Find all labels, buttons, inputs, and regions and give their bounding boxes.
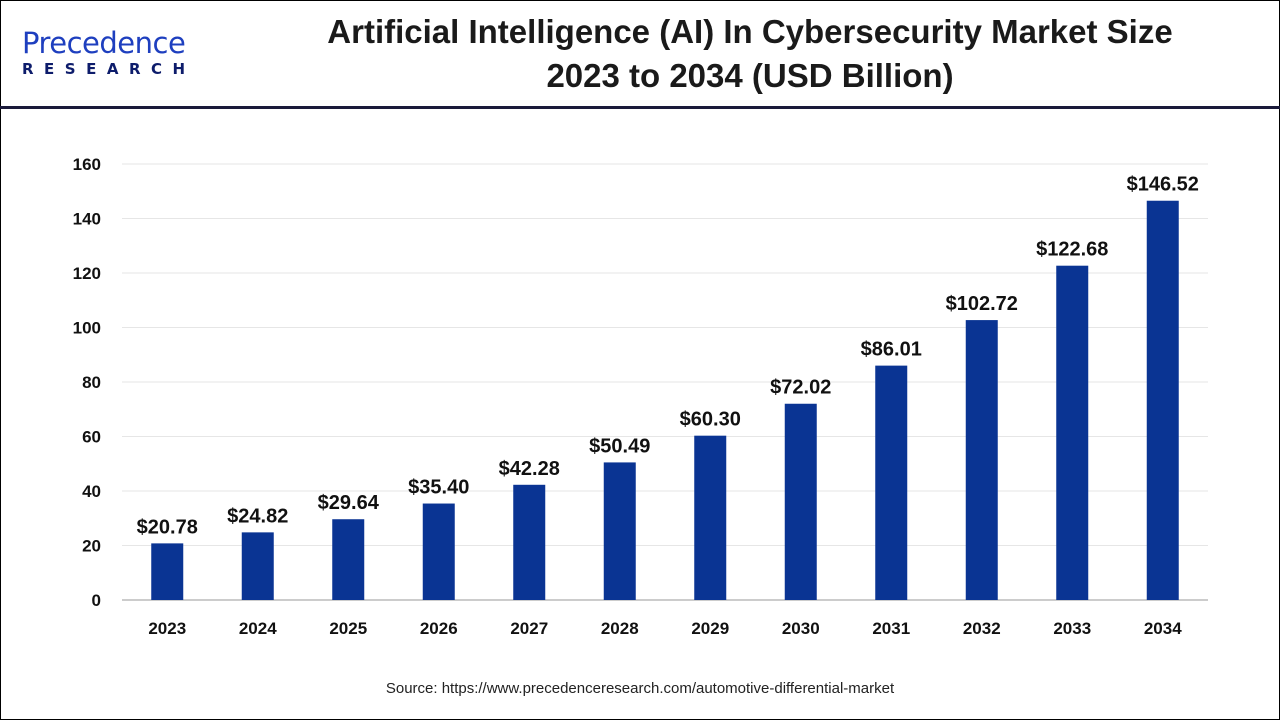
x-tick-label: 2024 <box>239 619 277 638</box>
bar-2025 <box>332 519 365 600</box>
bar-2026 <box>422 503 455 600</box>
data-label: $60.30 <box>680 409 741 431</box>
logo-subtitle: RESEARCH <box>22 60 196 78</box>
bar-2032 <box>965 320 998 600</box>
bar-2029 <box>694 435 727 600</box>
data-label: $102.72 <box>946 293 1018 315</box>
bar-2027 <box>513 484 546 600</box>
data-label: $29.64 <box>318 492 380 514</box>
chart-title: Artificial Intelligence (AI) In Cybersec… <box>250 10 1250 98</box>
data-label: $72.02 <box>770 377 831 399</box>
x-tick-label: 2027 <box>510 619 548 638</box>
x-tick-label: 2028 <box>601 619 639 638</box>
x-tick-label: 2023 <box>148 619 186 638</box>
y-tick-label: 0 <box>92 591 101 610</box>
x-tick-label: 2033 <box>1053 619 1091 638</box>
y-tick-label: 40 <box>82 482 101 501</box>
x-tick-label: 2025 <box>329 619 367 638</box>
bar-2023 <box>151 543 184 600</box>
bar-2031 <box>875 365 908 600</box>
bar-2030 <box>784 403 817 600</box>
bar-2033 <box>1056 265 1089 600</box>
header-divider <box>0 106 1280 109</box>
source-text: Source: https://www.precedenceresearch.c… <box>385 680 895 697</box>
logo: Precedence RESEARCH <box>22 28 196 78</box>
x-tick-label: 2029 <box>691 619 729 638</box>
data-label: $86.01 <box>861 339 922 361</box>
bar-2024 <box>241 532 274 600</box>
data-label: $146.52 <box>1127 174 1199 196</box>
x-tick-label: 2032 <box>963 619 1001 638</box>
data-label: $122.68 <box>1036 239 1108 261</box>
x-tick-label: 2026 <box>420 619 458 638</box>
data-label: $35.40 <box>408 477 469 499</box>
y-tick-label: 160 <box>73 155 101 174</box>
y-tick-label: 140 <box>73 210 101 229</box>
data-label: $24.82 <box>227 505 288 527</box>
data-label: $50.49 <box>589 435 650 457</box>
logo-wordmark: Precedence <box>22 26 186 60</box>
bar-2034 <box>1146 200 1179 600</box>
title-line-2: 2023 to 2034 (USD Billion) <box>546 57 954 94</box>
y-tick-label: 100 <box>73 319 101 338</box>
y-tick-label: 120 <box>73 264 101 283</box>
y-tick-label: 20 <box>82 537 101 556</box>
y-tick-label: 60 <box>82 428 101 447</box>
x-tick-label: 2031 <box>872 619 910 638</box>
bar-2028 <box>603 462 636 600</box>
data-label: $42.28 <box>499 458 560 480</box>
x-tick-label: 2034 <box>1144 619 1182 638</box>
y-tick-label: 80 <box>82 373 101 392</box>
x-tick-label: 2030 <box>782 619 820 638</box>
title-line-1: Artificial Intelligence (AI) In Cybersec… <box>327 13 1173 50</box>
data-label: $20.78 <box>137 516 198 538</box>
